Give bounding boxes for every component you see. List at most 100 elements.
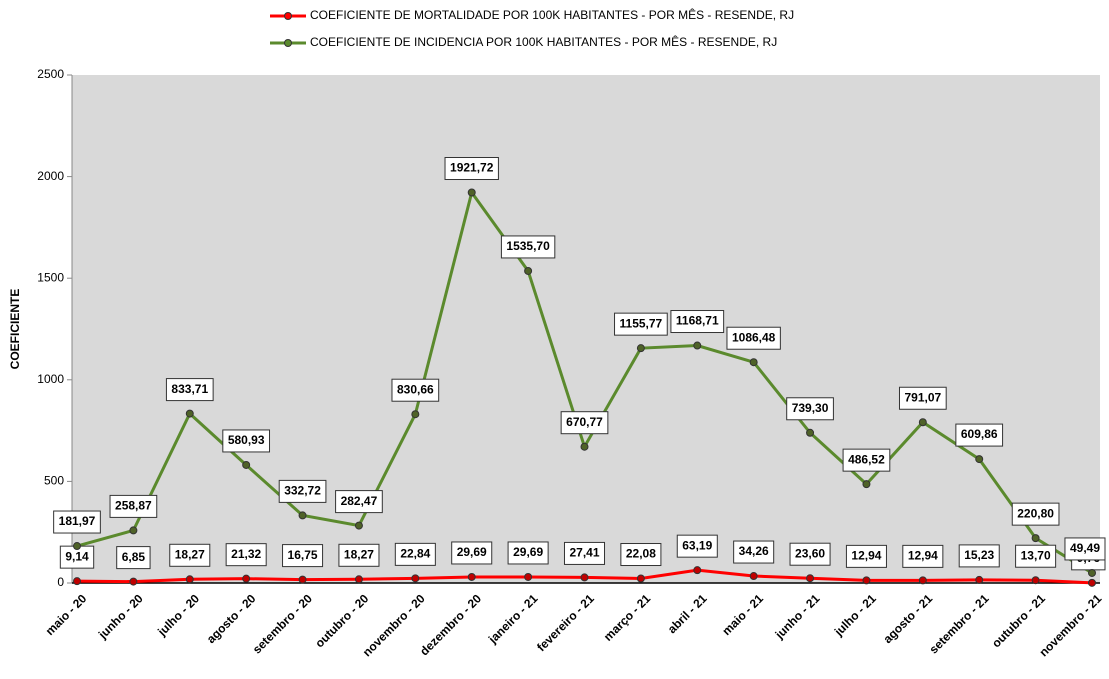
data-label-text: 18,27 — [344, 547, 374, 561]
data-label-text: 282,47 — [341, 494, 378, 508]
data-label-text: 833,71 — [171, 382, 208, 396]
data-label: 220,80 — [1011, 502, 1060, 526]
point — [354, 575, 363, 584]
data-label-box — [789, 542, 831, 566]
point — [580, 573, 589, 582]
legend-label: COEFICIENTE DE INCIDENCIA POR 100K HABIT… — [310, 34, 777, 49]
data-label-box — [676, 534, 718, 558]
data-label-text: 21,32 — [231, 547, 261, 561]
data-label-box — [500, 235, 556, 259]
data-label: 21,32 — [225, 543, 267, 567]
data-label: 13,70 — [1015, 544, 1057, 568]
data-label-text: 15,23 — [964, 548, 994, 562]
data-label-box — [338, 543, 380, 567]
point — [129, 577, 138, 586]
x-tick-label: julho - 20 — [154, 591, 202, 639]
data-label-box — [53, 510, 101, 534]
data-label-text: 13,70 — [1021, 548, 1051, 562]
x-tick-label: julho - 21 — [831, 591, 879, 639]
data-label: 1168,71 — [670, 310, 725, 334]
point — [749, 572, 758, 581]
x-tick-label: junho - 21 — [772, 591, 823, 642]
data-label-box — [842, 448, 891, 472]
data-label-text: 27,41 — [569, 546, 599, 560]
data-label: 1921,72 — [444, 157, 499, 181]
data-label: 22,84 — [394, 542, 436, 566]
data-label-box — [845, 544, 887, 568]
data-label-text: 16,75 — [288, 548, 318, 562]
y-tick-label: 1500 — [37, 270, 64, 284]
data-label: 739,30 — [786, 397, 834, 421]
data-label-text: 830,66 — [397, 382, 434, 396]
y-tick-label: 0 — [57, 575, 64, 589]
data-label-text: 22,08 — [626, 547, 656, 561]
data-label-text: 220,80 — [1017, 506, 1054, 520]
point — [862, 576, 871, 585]
data-label: 22,08 — [620, 543, 662, 567]
point — [73, 542, 81, 551]
point — [467, 188, 476, 197]
point — [411, 574, 420, 583]
x-tick-label: outubro - 20 — [312, 591, 371, 650]
data-label-box — [955, 423, 1004, 447]
data-label-text: 1086,48 — [732, 330, 776, 344]
data-label: 16,75 — [282, 544, 324, 568]
data-label-text: 181,97 — [59, 514, 96, 528]
point — [354, 521, 363, 530]
data-label-text: 23,60 — [795, 546, 825, 560]
point — [580, 442, 589, 451]
point — [185, 575, 194, 584]
data-label-text: 258,87 — [115, 499, 152, 513]
x-tick-label: maio - 20 — [43, 591, 90, 638]
point — [73, 577, 81, 586]
data-label-text: 486,52 — [848, 452, 885, 466]
data-label-box — [620, 543, 662, 567]
data-label: 29,69 — [507, 541, 549, 565]
data-label-text: 609,86 — [961, 427, 998, 441]
x-tick-label: fevereiro - 21 — [534, 591, 597, 654]
data-label-text: 63,19 — [682, 538, 712, 552]
data-label: 6,85 — [116, 546, 151, 570]
x-tick-label: agosto - 20 — [204, 591, 259, 646]
point — [918, 576, 927, 585]
data-label: 1155,77 — [614, 312, 668, 336]
data-label-box — [444, 157, 499, 181]
y-tick-label: 500 — [44, 474, 64, 488]
data-label-text: 1921,72 — [450, 161, 494, 175]
point — [1088, 568, 1096, 577]
point — [749, 358, 758, 367]
data-label-box — [451, 541, 493, 565]
data-label-box — [563, 541, 606, 565]
data-label-text: 1535,70 — [506, 239, 550, 253]
data-label: 27,41 — [563, 541, 606, 565]
data-label: 332,72 — [278, 479, 327, 503]
data-label-text: 670,77 — [566, 415, 603, 429]
legend-marker — [284, 39, 292, 47]
data-label-box — [1011, 502, 1060, 526]
data-label-box — [1064, 537, 1106, 561]
point — [242, 460, 251, 469]
point — [862, 480, 871, 489]
data-label: 15,23 — [958, 544, 1000, 568]
data-label-text: 29,69 — [513, 545, 543, 559]
data-label: 486,52 — [842, 448, 891, 472]
point — [411, 410, 420, 419]
point — [1088, 578, 1096, 587]
data-label: 1535,70 — [500, 235, 556, 259]
data-label: 18,27 — [169, 543, 211, 567]
y-tick-label: 2500 — [37, 67, 64, 81]
y-axis-title: COEFICIENTE — [8, 289, 22, 370]
data-label-text: 739,30 — [792, 401, 829, 415]
data-label-box — [902, 544, 944, 568]
data-label: 833,71 — [165, 378, 214, 402]
point — [806, 574, 815, 583]
x-tick-label: janeiro - 21 — [485, 591, 541, 647]
point — [693, 566, 702, 575]
data-label-box — [391, 378, 440, 402]
x-tick-label: abril - 21 — [665, 591, 710, 636]
data-label: 49,49 — [1064, 537, 1106, 561]
data-label-box — [282, 544, 324, 568]
data-label: 63,19 — [676, 534, 718, 558]
point — [467, 572, 476, 581]
